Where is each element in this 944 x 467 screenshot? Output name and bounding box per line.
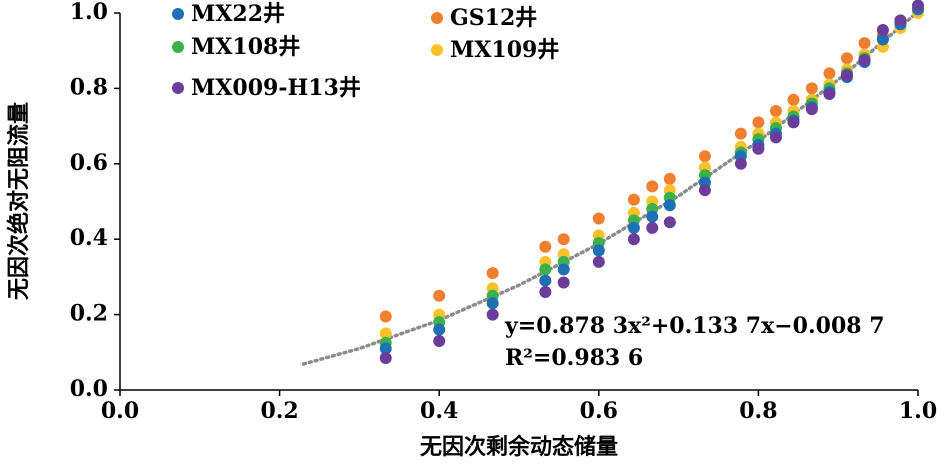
y-tick-label: 0.2 (70, 301, 108, 327)
data-point (539, 240, 552, 253)
data-point (646, 210, 659, 223)
data-point (379, 327, 392, 340)
data-point (627, 221, 640, 234)
legend-label: MX108井 (191, 34, 300, 60)
y-tick-label: 0.6 (70, 150, 108, 176)
data-point (876, 33, 889, 46)
data-point (557, 276, 570, 289)
data-point (823, 88, 836, 101)
legend-marker (172, 8, 184, 20)
legend-marker (431, 44, 443, 56)
legend-marker (172, 41, 184, 53)
annotation: R²=0.983 6 (505, 345, 643, 371)
data-point (379, 351, 392, 364)
data-point (379, 310, 392, 323)
legend-marker (172, 82, 184, 94)
data-point (858, 54, 871, 67)
data-point (557, 233, 570, 246)
legend-marker (431, 12, 443, 24)
y-axis-label: 无因次绝对无阻流量 (6, 102, 32, 300)
data-point (787, 116, 800, 129)
trendline (301, 10, 920, 366)
annotation: y=0.878 3x²+0.133 7x−0.008 7 (504, 313, 885, 339)
x-axis-label: 无因次剩余动态储量 (420, 434, 618, 460)
data-point (840, 52, 853, 65)
data-point (894, 14, 907, 27)
data-point (787, 93, 800, 106)
data-point (486, 267, 499, 280)
y-tick-label: 1.0 (70, 0, 108, 25)
x-tick-label: 0.4 (420, 398, 458, 424)
data-point (663, 216, 676, 229)
data-point (592, 244, 605, 257)
legend-label: MX22井 (191, 1, 285, 27)
data-point (805, 82, 818, 95)
data-point (805, 103, 818, 116)
data-point (592, 212, 605, 225)
legend-label: MX009-H13井 (191, 75, 361, 101)
data-point (734, 127, 747, 140)
legend-label: MX109井 (450, 37, 559, 63)
data-point (823, 67, 836, 80)
data-point (486, 297, 499, 310)
x-tick-label: 0.6 (580, 398, 618, 424)
x-tick-label: 1.0 (899, 398, 937, 424)
data-point (840, 69, 853, 82)
data-point (663, 172, 676, 185)
y-tick-label: 0.0 (70, 376, 108, 402)
data-point (433, 323, 446, 336)
data-point (752, 142, 765, 155)
data-point (557, 263, 570, 276)
data-point (769, 105, 782, 118)
data-point (698, 150, 711, 163)
data-point (539, 285, 552, 298)
data-point (752, 116, 765, 129)
data-point (912, 0, 924, 12)
data-point (769, 131, 782, 144)
x-tick-label: 0.2 (260, 398, 298, 424)
y-tick-label: 0.8 (70, 74, 108, 100)
data-point (539, 263, 552, 276)
data-point (646, 221, 659, 234)
y-tick-label: 0.4 (70, 225, 108, 251)
data-point (486, 308, 499, 321)
data-point (592, 255, 605, 268)
data-point (663, 199, 676, 212)
data-point (734, 157, 747, 170)
data-point (627, 193, 640, 206)
legend-label: GS12井 (450, 5, 537, 31)
data-point (646, 180, 659, 193)
data-point (433, 334, 446, 347)
data-point (627, 233, 640, 246)
x-tick-label: 0.0 (101, 398, 139, 424)
data-point (433, 289, 446, 302)
x-tick-label: 0.8 (739, 398, 777, 424)
data-point (698, 184, 711, 197)
data-point (858, 37, 871, 50)
data-point (876, 23, 889, 36)
data-point (539, 274, 552, 287)
data-point (379, 342, 392, 355)
